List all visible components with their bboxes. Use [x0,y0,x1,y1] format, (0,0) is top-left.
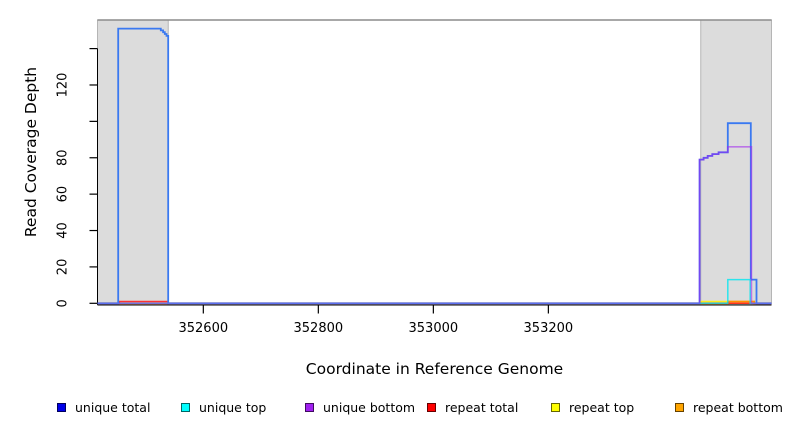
coverage-plot-canvas: 0 20 40 60 80 120 352600 352800 353000 353200 [56,19,773,336]
legend-label: unique bottom [323,400,416,415]
legend-item-unique_bottom: unique bottom [305,400,415,415]
legend-item-repeat_total: repeat total [427,400,518,415]
y-tick-label: 60 [56,186,71,203]
legend-swatch-unique_total [57,403,66,412]
highlight-band [97,19,169,305]
legend-swatch-repeat_top [551,403,560,412]
y-tick-label: 120 [56,73,71,98]
y-axis-ticks: 0 20 40 60 80 120 [56,47,98,307]
series-unique_top-line [97,278,772,305]
legend-item-repeat_top: repeat top [551,400,634,415]
y-tick-label: 80 [56,149,71,166]
y-tick-label: 0 [56,299,71,307]
y-tick-label: 40 [56,222,71,239]
legend-swatch-unique_bottom [305,403,314,412]
legend-label: unique top [199,400,267,415]
y-axis-title: Read Coverage Depth [22,66,40,238]
x-tick-label: 353000 [409,321,459,336]
legend-label: repeat top [569,400,635,415]
series-unique_bottom-line [97,145,772,305]
x-axis-title: Coordinate in Reference Genome [305,360,564,378]
legend-item-unique_total: unique total [57,400,150,415]
legend-item-unique_top: unique top [181,400,266,415]
legend-label: repeat bottom [693,400,783,415]
legend-swatch-repeat_bottom [675,403,684,412]
y-tick-label: 20 [56,259,71,276]
chart-legend: unique total unique top unique bottom repea… [0,400,792,422]
legend-label: repeat total [445,400,519,415]
x-tick-label: 353200 [524,321,574,336]
x-tick-label: 352600 [178,321,228,336]
axes [97,48,772,306]
x-tick-label: 352800 [294,321,344,336]
legend-swatch-unique_top [181,403,190,412]
x-axis-ticks: 352600 352800 353000 353200 [178,305,573,336]
legend-label: unique total [75,400,151,415]
highlight-band [700,19,773,305]
legend-item-repeat_bottom: repeat bottom [675,400,783,415]
highlight-bands [97,19,773,305]
series-lines [97,27,772,305]
series-unique_total-line [97,27,772,305]
legend-swatch-repeat_total [427,403,436,412]
